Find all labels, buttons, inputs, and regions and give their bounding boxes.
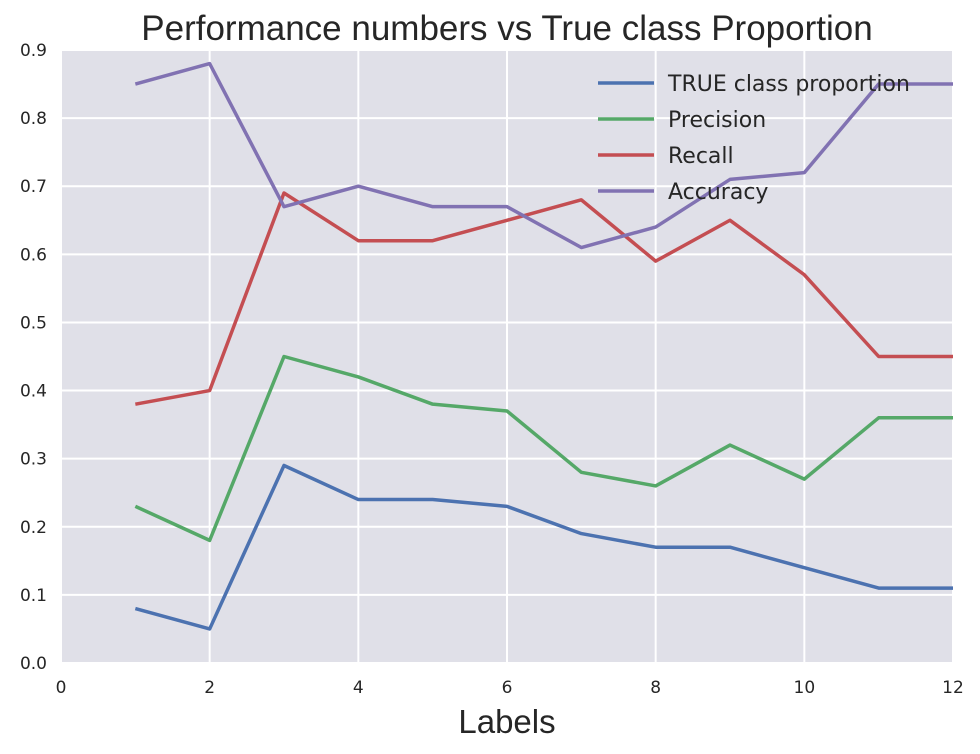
y-tick-label: 0.5 [20, 313, 47, 333]
x-axis-label: Labels [458, 703, 555, 740]
x-tick-label: 10 [794, 678, 816, 698]
y-tick-label: 0.2 [20, 518, 47, 538]
legend: TRUE class proportion Precision Recall Accu… [598, 72, 910, 205]
legend-label: Precision [668, 108, 766, 133]
x-tick-label: 6 [502, 678, 513, 698]
y-tick-label: 0.0 [20, 654, 47, 674]
chart-title: Performance numbers vs True class Propor… [141, 9, 872, 48]
y-tick-label: 0.6 [20, 245, 47, 265]
x-tick-label: 4 [353, 678, 364, 698]
grid [60, 49, 954, 664]
legend-label: Recall [668, 144, 734, 169]
y-tick-label: 0.1 [20, 586, 47, 606]
series-line-precision [134, 354, 953, 543]
legend-entry: TRUE class proportion [598, 72, 910, 97]
x-tick-label: 12 [942, 678, 964, 698]
legend-label: TRUE class proportion [667, 72, 910, 97]
series-line-true-class-proportion [134, 463, 953, 631]
y-tick-label: 0.9 [20, 41, 47, 61]
y-tick-label: 0.3 [20, 450, 47, 470]
legend-entry: Recall [598, 144, 734, 169]
y-tick-label: 0.8 [20, 109, 47, 129]
series-line-recall [135, 191, 953, 406]
tick-labels: 0 2 4 6 8 10 12 0.0 0.1 0.2 0.3 0.4 0.5 0.6 0.7 0.8 0.9 [20, 41, 964, 698]
series-line-accuracy [134, 61, 953, 250]
series-lines [134, 61, 953, 631]
legend-entry: Precision [598, 108, 766, 133]
legend-label: Accuracy [668, 180, 768, 205]
legend-entry: Accuracy [598, 180, 768, 205]
x-tick-label: 0 [56, 678, 67, 698]
y-tick-label: 0.4 [20, 382, 47, 402]
y-tick-label: 0.7 [20, 177, 47, 197]
x-tick-label: 2 [204, 678, 215, 698]
x-tick-label: 8 [650, 678, 661, 698]
